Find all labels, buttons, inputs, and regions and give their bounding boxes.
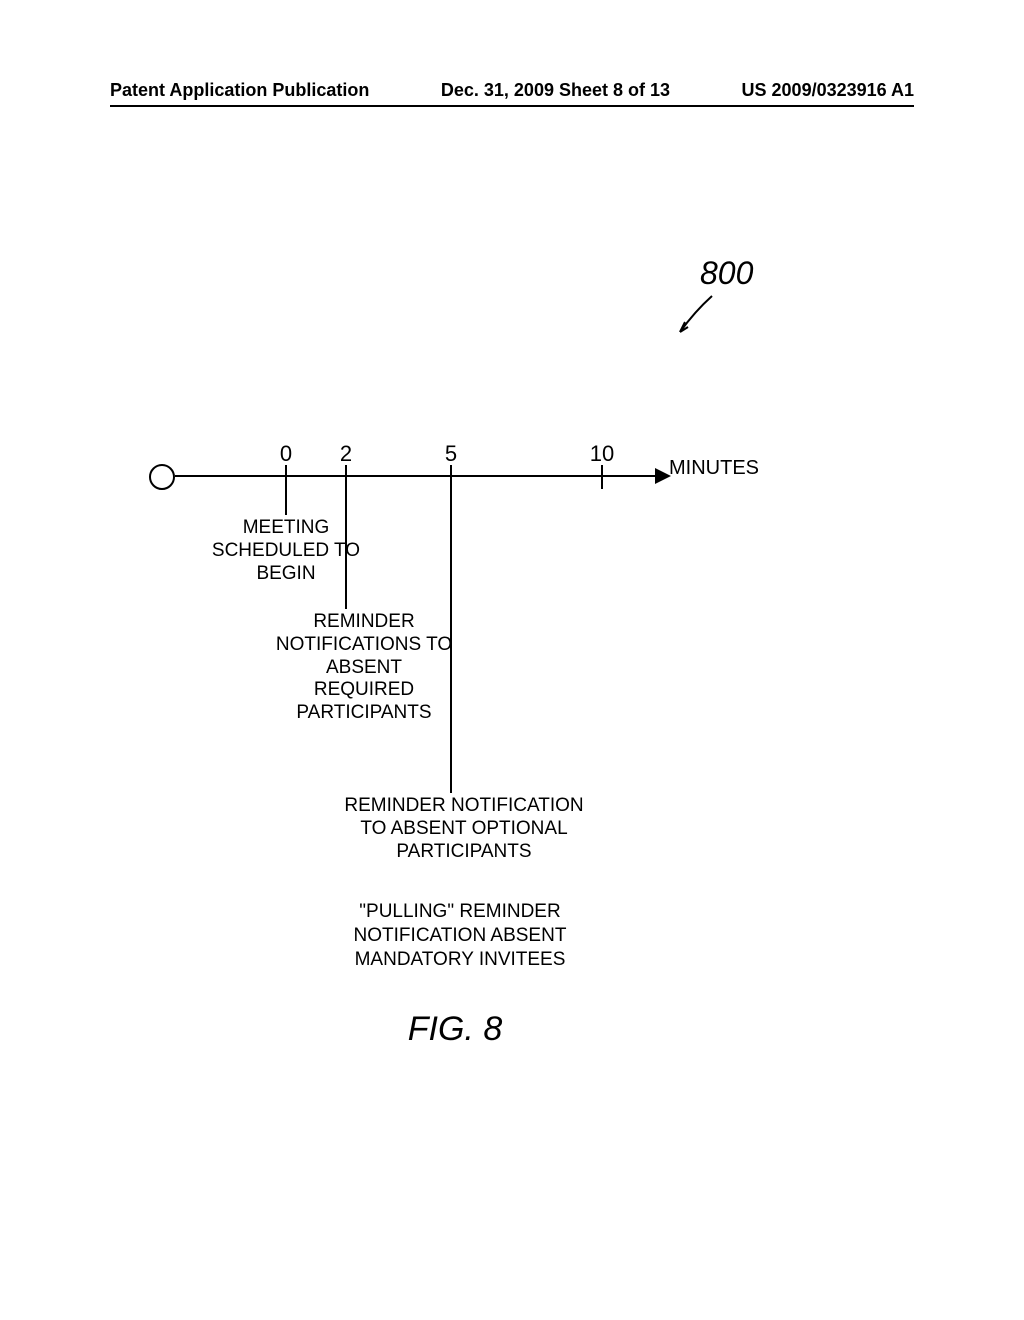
axis-label-minutes: MINUTES [669, 457, 759, 480]
tick-label-0: 0 [280, 441, 292, 467]
tick-label-2: 2 [340, 441, 352, 467]
timeline-start-icon [149, 464, 175, 490]
drop-0 [285, 477, 287, 515]
event-label-reminder-optional: REMINDER NOTIFICATION TO ABSENT OPTIONAL… [344, 795, 584, 863]
drop-5 [450, 477, 452, 793]
header-row: Patent Application Publication Dec. 31, … [110, 80, 914, 101]
header-right: US 2009/0323916 A1 [742, 80, 914, 101]
timeline-axis: 0 2 5 10 MINUTES MEETING SCHEDULED TO BE… [175, 475, 655, 477]
tick-10 [601, 465, 603, 489]
tick-label-5: 5 [445, 441, 457, 467]
reference-number: 800 [700, 255, 753, 292]
page-header: Patent Application Publication Dec. 31, … [110, 80, 914, 107]
header-center: Dec. 31, 2009 Sheet 8 of 13 [441, 80, 670, 101]
reference-arrow-icon [672, 290, 722, 340]
event-label-meeting-begin: MEETING SCHEDULED TO BEGIN [206, 517, 366, 585]
tick-label-10: 10 [590, 441, 614, 467]
event-label-reminder-required: REMINDER NOTIFICATIONS TO ABSENT REQUIRE… [274, 611, 454, 725]
event-label-pulling-reminder: "PULLING" REMINDER NOTIFICATION ABSENT M… [340, 900, 580, 971]
drop-2 [345, 477, 347, 609]
page: Patent Application Publication Dec. 31, … [0, 0, 1024, 1320]
header-left: Patent Application Publication [110, 80, 369, 101]
figure-caption: FIG. 8 [408, 1010, 502, 1049]
